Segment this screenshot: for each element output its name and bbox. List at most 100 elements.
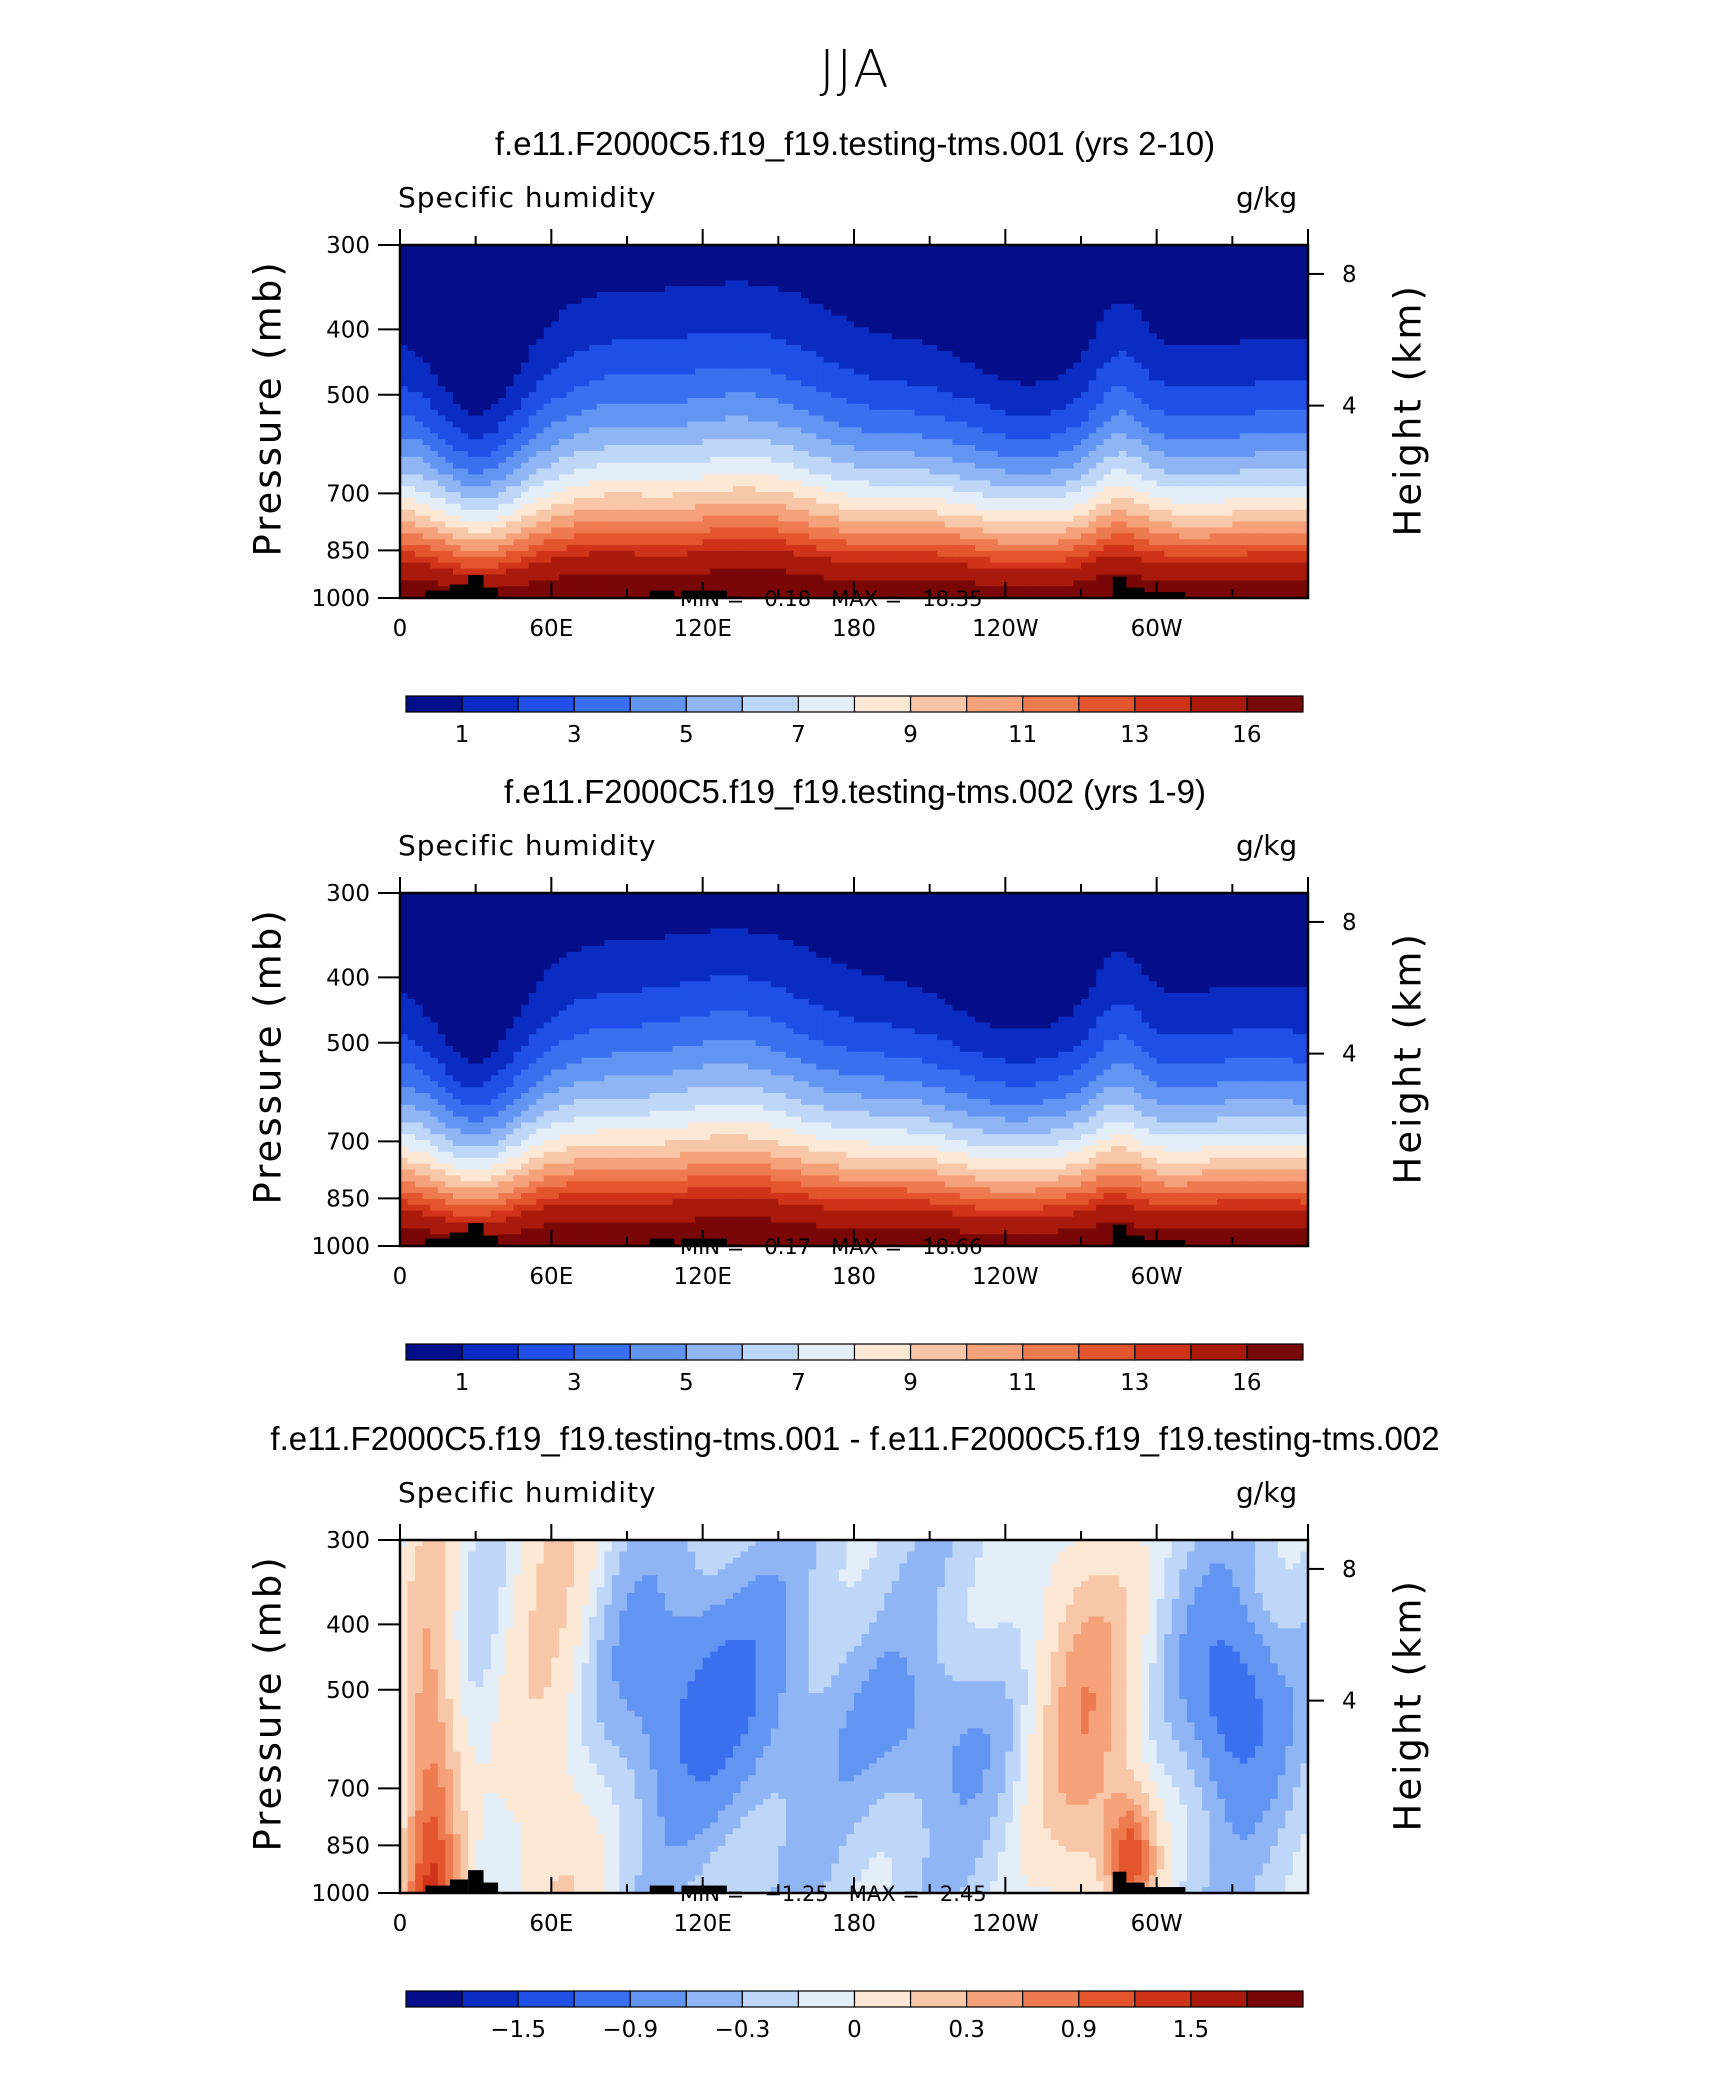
- contour-cell: [1096, 468, 1105, 476]
- contour-cell: [581, 403, 590, 411]
- contour-cell: [846, 268, 855, 276]
- contour-cell: [604, 339, 613, 346]
- contour-cell: [990, 292, 999, 299]
- contour-cell: [460, 397, 469, 405]
- contour-cell: [884, 297, 893, 305]
- contour-cell: [672, 433, 681, 440]
- contour-cell: [1232, 392, 1241, 399]
- contour-cell: [937, 397, 946, 405]
- contour-cell: [649, 321, 658, 328]
- contour-cell: [1217, 256, 1226, 264]
- contour-cell: [589, 374, 598, 381]
- contour-cell: [627, 409, 636, 417]
- contour-cell: [1118, 374, 1127, 381]
- contour-cell: [959, 427, 969, 434]
- contour-cell: [695, 445, 704, 452]
- contour-cell: [679, 380, 689, 387]
- contour-cell: [400, 356, 409, 364]
- contour-cell: [763, 345, 772, 352]
- contour-cell: [536, 439, 545, 446]
- contour-cell: [906, 480, 916, 487]
- contour-cell: [1224, 280, 1233, 287]
- contour-cell: [596, 268, 605, 276]
- contour-cell: [1209, 292, 1218, 299]
- contour-cell: [574, 297, 583, 305]
- contour-cell: [1088, 474, 1097, 481]
- contour-cell: [1300, 268, 1309, 276]
- contour-cell: [627, 321, 636, 328]
- contour-cell: [437, 403, 446, 411]
- contour-cell: [1209, 474, 1218, 481]
- contour-cell: [422, 321, 431, 328]
- contour-cell: [967, 250, 976, 258]
- contour-cell: [876, 333, 885, 340]
- contour-cell: [1255, 380, 1264, 387]
- contour-cell: [1202, 345, 1211, 352]
- contour-cell: [785, 362, 795, 370]
- contour-cell: [929, 427, 938, 434]
- contour-cell: [1164, 468, 1173, 476]
- contour-cell: [1224, 421, 1233, 428]
- contour-cell: [914, 333, 923, 340]
- contour-cell: [854, 350, 863, 358]
- contour-cell: [437, 427, 446, 434]
- contour-cell: [755, 292, 764, 299]
- contour-cell: [717, 280, 726, 287]
- contour-cell: [1239, 280, 1249, 287]
- contour-cell: [1156, 350, 1165, 358]
- contour-cell: [740, 333, 749, 340]
- contour-cell: [452, 415, 462, 423]
- contour-cell: [1224, 268, 1233, 276]
- contour-cell: [1255, 303, 1264, 311]
- contour-cell: [1232, 274, 1241, 281]
- contour-cell: [460, 280, 469, 287]
- contour-cell: [1156, 309, 1165, 317]
- contour-cell: [581, 445, 590, 452]
- contour-cell: [869, 374, 878, 381]
- contour-cell: [407, 392, 416, 399]
- contour-cell: [922, 462, 931, 470]
- contour-cell: [664, 409, 673, 417]
- contour-cell: [407, 345, 416, 352]
- contour-cell: [498, 421, 507, 428]
- contour-cell: [740, 427, 749, 434]
- contour-cell: [642, 297, 651, 305]
- contour-cell: [1065, 315, 1075, 323]
- contour-cell: [1096, 421, 1105, 428]
- contour-cell: [1292, 268, 1302, 276]
- contour-cell: [801, 474, 810, 481]
- contour-cell: [967, 421, 976, 428]
- contour-cell: [785, 356, 795, 364]
- contour-cell: [914, 474, 923, 481]
- contour-cell: [1096, 333, 1105, 340]
- contour-cell: [755, 462, 764, 470]
- contour-cell: [808, 327, 817, 334]
- contour-cell: [1081, 392, 1090, 399]
- contour-cell: [1020, 297, 1029, 305]
- contour-cell: [581, 456, 590, 464]
- contour-cell: [959, 262, 969, 270]
- contour-cell: [831, 427, 840, 434]
- contour-cell: [778, 433, 787, 440]
- contour-cell: [891, 433, 900, 440]
- contour-cell: [407, 386, 416, 393]
- contour-cell: [1020, 462, 1029, 470]
- contour-cell: [1065, 421, 1075, 428]
- contour-cell: [975, 362, 984, 370]
- contour-cell: [1217, 368, 1226, 376]
- contour-cell: [793, 297, 802, 305]
- contour-cell: [861, 256, 870, 264]
- contour-cell: [884, 327, 893, 334]
- contour-cell: [611, 456, 621, 464]
- contour-cell: [846, 274, 855, 281]
- contour-cell: [1202, 368, 1211, 376]
- contour-cell: [785, 286, 795, 293]
- contour-cell: [823, 409, 832, 417]
- contour-cell: [717, 321, 726, 328]
- contour-cell: [997, 356, 1006, 364]
- contour-cell: [1262, 468, 1271, 476]
- contour-cell: [1058, 456, 1067, 464]
- contour-cell: [1088, 462, 1097, 470]
- contour-cell: [763, 245, 772, 252]
- contour-cell: [891, 445, 900, 452]
